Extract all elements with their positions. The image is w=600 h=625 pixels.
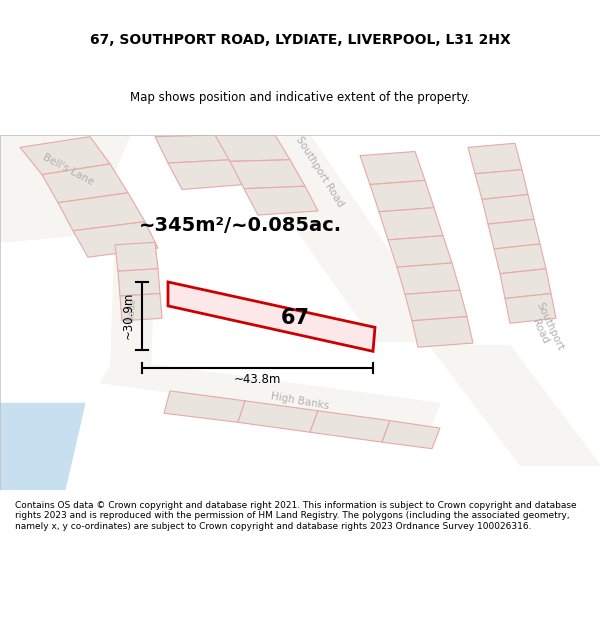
Polygon shape xyxy=(110,242,155,382)
Polygon shape xyxy=(168,282,375,351)
Polygon shape xyxy=(42,164,128,202)
Polygon shape xyxy=(468,143,522,174)
Polygon shape xyxy=(100,359,440,428)
Polygon shape xyxy=(505,294,556,323)
Polygon shape xyxy=(370,181,434,212)
Text: ~345m²/~0.085ac.: ~345m²/~0.085ac. xyxy=(139,216,341,236)
Polygon shape xyxy=(164,391,245,422)
Polygon shape xyxy=(118,269,160,296)
Polygon shape xyxy=(244,186,318,215)
Text: Contains OS data © Crown copyright and database right 2021. This information is : Contains OS data © Crown copyright and d… xyxy=(15,501,577,531)
Polygon shape xyxy=(0,135,130,242)
Polygon shape xyxy=(405,290,467,321)
Polygon shape xyxy=(379,208,443,240)
Polygon shape xyxy=(230,135,450,341)
Text: High Banks: High Banks xyxy=(270,391,330,411)
Text: Southport Road: Southport Road xyxy=(294,135,346,209)
Polygon shape xyxy=(475,169,528,199)
Polygon shape xyxy=(310,411,390,442)
Polygon shape xyxy=(397,263,460,294)
Polygon shape xyxy=(58,192,145,231)
Polygon shape xyxy=(488,219,540,249)
Polygon shape xyxy=(238,401,318,432)
Polygon shape xyxy=(73,222,158,257)
Text: Southport
Road: Southport Road xyxy=(524,301,566,357)
Polygon shape xyxy=(430,346,600,465)
Polygon shape xyxy=(388,236,452,267)
Text: Bell's Lane: Bell's Lane xyxy=(41,152,95,188)
Text: Slade: Slade xyxy=(127,297,137,323)
Polygon shape xyxy=(494,244,546,274)
Polygon shape xyxy=(120,294,162,321)
Polygon shape xyxy=(0,403,85,490)
Polygon shape xyxy=(412,317,473,347)
Polygon shape xyxy=(382,421,440,449)
Text: ~43.8m: ~43.8m xyxy=(234,373,281,386)
Text: ~30.9m: ~30.9m xyxy=(121,292,134,339)
Text: 67: 67 xyxy=(281,308,310,328)
Polygon shape xyxy=(482,194,534,224)
Polygon shape xyxy=(20,137,110,174)
Polygon shape xyxy=(215,135,290,161)
Text: Map shows position and indicative extent of the property.: Map shows position and indicative extent… xyxy=(130,91,470,104)
Polygon shape xyxy=(155,135,230,163)
Polygon shape xyxy=(360,151,425,184)
Polygon shape xyxy=(168,160,244,189)
Polygon shape xyxy=(230,160,305,189)
Polygon shape xyxy=(500,269,551,299)
Text: 67, SOUTHPORT ROAD, LYDIATE, LIVERPOOL, L31 2HX: 67, SOUTHPORT ROAD, LYDIATE, LIVERPOOL, … xyxy=(89,34,511,48)
Polygon shape xyxy=(115,242,158,271)
